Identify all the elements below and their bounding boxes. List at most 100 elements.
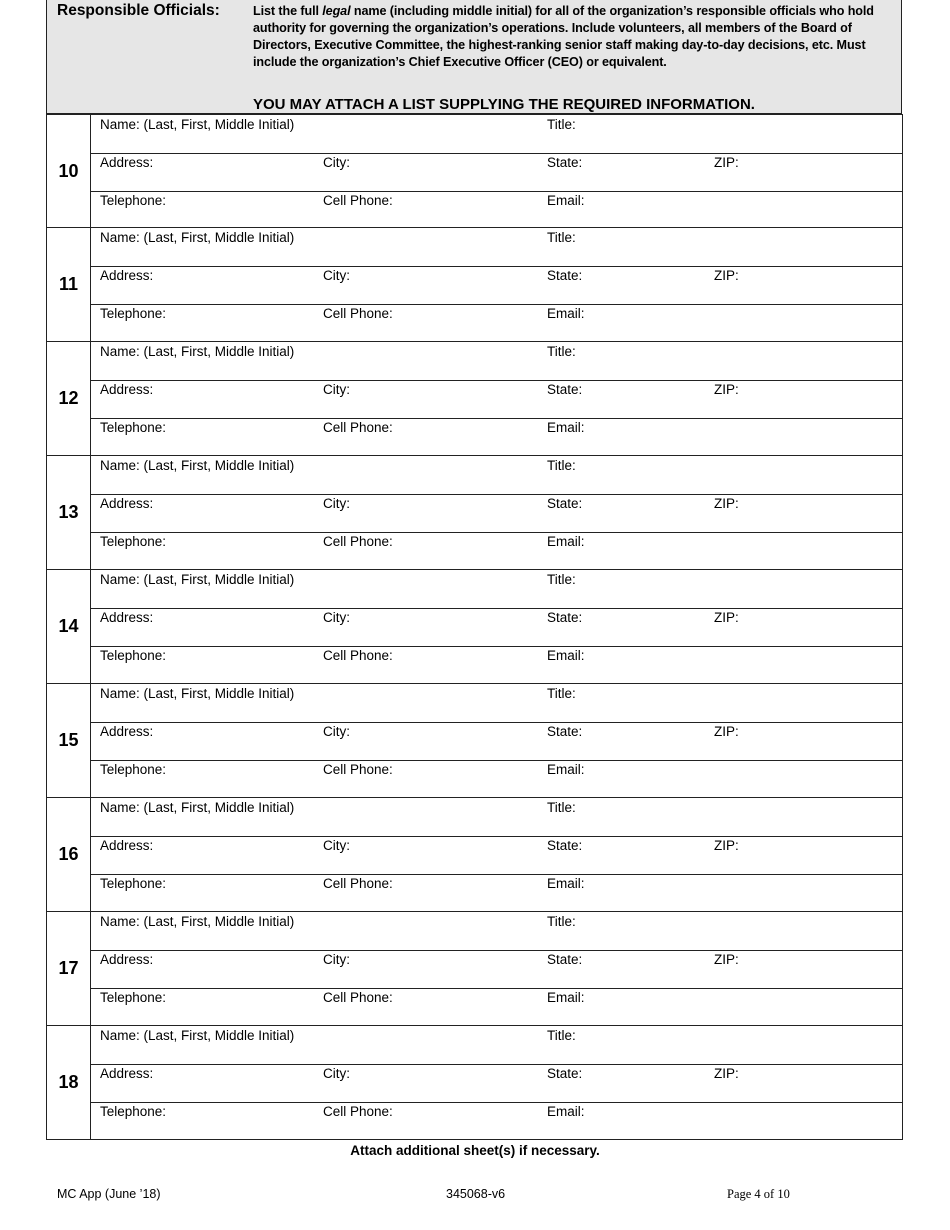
telephone-field[interactable]: Telephone: — [100, 876, 167, 891]
entry-line: Address: City: State: ZIP: — [91, 380, 902, 419]
cell-phone-field[interactable]: Cell Phone: — [323, 306, 393, 321]
cell-phone-field[interactable]: Cell Phone: — [323, 534, 393, 549]
title-field[interactable]: Title: — [547, 914, 576, 929]
title-field[interactable]: Title: — [547, 1028, 576, 1043]
zip-field[interactable]: ZIP: — [714, 724, 739, 739]
cell-phone-field[interactable]: Cell Phone: — [323, 193, 393, 208]
section-title: Responsible Officials: — [57, 2, 220, 19]
email-field[interactable]: Email: — [547, 306, 585, 321]
title-field[interactable]: Title: — [547, 230, 576, 245]
city-field[interactable]: City: — [323, 496, 350, 511]
telephone-field[interactable]: Telephone: — [100, 193, 167, 208]
telephone-field[interactable]: Telephone: — [100, 648, 167, 663]
officials-table: 10 Name: (Last, First, Middle Initial) Tit… — [46, 114, 903, 1140]
address-field[interactable]: Address: — [100, 268, 154, 283]
footer-form-id: MC App (June ’18) — [57, 1187, 161, 1201]
state-field[interactable]: State: — [547, 610, 583, 625]
name-field[interactable]: Name: (Last, First, Middle Initial) — [100, 800, 295, 815]
entry-number: 10 — [47, 115, 91, 227]
email-field[interactable]: Email: — [547, 1104, 585, 1119]
email-field[interactable]: Email: — [547, 648, 585, 663]
responsible-officials-header: Responsible Officials: List the full leg… — [46, 0, 902, 114]
official-entry: 18 Name: (Last, First, Middle Initial) Tit… — [46, 1026, 903, 1140]
state-field[interactable]: State: — [547, 1066, 583, 1081]
address-field[interactable]: Address: — [100, 838, 154, 853]
telephone-field[interactable]: Telephone: — [100, 762, 167, 777]
official-entry: 11 Name: (Last, First, Middle Initial) Tit… — [46, 228, 903, 342]
zip-field[interactable]: ZIP: — [714, 268, 739, 283]
email-field[interactable]: Email: — [547, 876, 585, 891]
cell-phone-field[interactable]: Cell Phone: — [323, 1104, 393, 1119]
name-field[interactable]: Name: (Last, First, Middle Initial) — [100, 686, 295, 701]
title-field[interactable]: Title: — [547, 572, 576, 587]
entry-line: Address: City: State: ZIP: — [91, 494, 902, 533]
zip-field[interactable]: ZIP: — [714, 155, 739, 170]
telephone-field[interactable]: Telephone: — [100, 990, 167, 1005]
address-field[interactable]: Address: — [100, 1066, 154, 1081]
cell-phone-field[interactable]: Cell Phone: — [323, 990, 393, 1005]
state-field[interactable]: State: — [547, 382, 583, 397]
zip-field[interactable]: ZIP: — [714, 382, 739, 397]
telephone-field[interactable]: Telephone: — [100, 534, 167, 549]
title-field[interactable]: Title: — [547, 686, 576, 701]
entry-line: Telephone: Cell Phone: Email: — [91, 988, 902, 1026]
state-field[interactable]: State: — [547, 496, 583, 511]
state-field[interactable]: State: — [547, 724, 583, 739]
title-field[interactable]: Title: — [547, 458, 576, 473]
official-entry: 14 Name: (Last, First, Middle Initial) Tit… — [46, 570, 903, 684]
address-field[interactable]: Address: — [100, 724, 154, 739]
entry-number: 16 — [47, 798, 91, 911]
cell-phone-field[interactable]: Cell Phone: — [323, 420, 393, 435]
cell-phone-field[interactable]: Cell Phone: — [323, 762, 393, 777]
email-field[interactable]: Email: — [547, 990, 585, 1005]
zip-field[interactable]: ZIP: — [714, 496, 739, 511]
address-field[interactable]: Address: — [100, 155, 154, 170]
city-field[interactable]: City: — [323, 724, 350, 739]
name-field[interactable]: Name: (Last, First, Middle Initial) — [100, 344, 295, 359]
entry-line: Telephone: Cell Phone: Email: — [91, 1102, 902, 1140]
name-field[interactable]: Name: (Last, First, Middle Initial) — [100, 458, 295, 473]
name-field[interactable]: Name: (Last, First, Middle Initial) — [100, 117, 295, 132]
cell-phone-field[interactable]: Cell Phone: — [323, 876, 393, 891]
cell-phone-field[interactable]: Cell Phone: — [323, 648, 393, 663]
title-field[interactable]: Title: — [547, 344, 576, 359]
email-field[interactable]: Email: — [547, 534, 585, 549]
city-field[interactable]: City: — [323, 838, 350, 853]
telephone-field[interactable]: Telephone: — [100, 1104, 167, 1119]
city-field[interactable]: City: — [323, 155, 350, 170]
city-field[interactable]: City: — [323, 952, 350, 967]
state-field[interactable]: State: — [547, 268, 583, 283]
instructions: List the full legal name (including midd… — [253, 3, 895, 71]
zip-field[interactable]: ZIP: — [714, 610, 739, 625]
city-field[interactable]: City: — [323, 268, 350, 283]
zip-field[interactable]: ZIP: — [714, 838, 739, 853]
title-field[interactable]: Title: — [547, 800, 576, 815]
title-field[interactable]: Title: — [547, 117, 576, 132]
entry-number: 15 — [47, 684, 91, 797]
entry-number: 13 — [47, 456, 91, 569]
official-entry: 15 Name: (Last, First, Middle Initial) Tit… — [46, 684, 903, 798]
name-field[interactable]: Name: (Last, First, Middle Initial) — [100, 230, 295, 245]
name-field[interactable]: Name: (Last, First, Middle Initial) — [100, 914, 295, 929]
city-field[interactable]: City: — [323, 1066, 350, 1081]
state-field[interactable]: State: — [547, 952, 583, 967]
telephone-field[interactable]: Telephone: — [100, 306, 167, 321]
telephone-field[interactable]: Telephone: — [100, 420, 167, 435]
name-field[interactable]: Name: (Last, First, Middle Initial) — [100, 572, 295, 587]
entry-line: Address: City: State: ZIP: — [91, 266, 902, 305]
city-field[interactable]: City: — [323, 610, 350, 625]
name-field[interactable]: Name: (Last, First, Middle Initial) — [100, 1028, 295, 1043]
zip-field[interactable]: ZIP: — [714, 952, 739, 967]
address-field[interactable]: Address: — [100, 496, 154, 511]
state-field[interactable]: State: — [547, 838, 583, 853]
city-field[interactable]: City: — [323, 382, 350, 397]
address-field[interactable]: Address: — [100, 952, 154, 967]
address-field[interactable]: Address: — [100, 382, 154, 397]
email-field[interactable]: Email: — [547, 420, 585, 435]
email-field[interactable]: Email: — [547, 762, 585, 777]
zip-field[interactable]: ZIP: — [714, 1066, 739, 1081]
email-field[interactable]: Email: — [547, 193, 585, 208]
state-field[interactable]: State: — [547, 155, 583, 170]
entry-line: Address: City: State: ZIP: — [91, 153, 902, 192]
address-field[interactable]: Address: — [100, 610, 154, 625]
